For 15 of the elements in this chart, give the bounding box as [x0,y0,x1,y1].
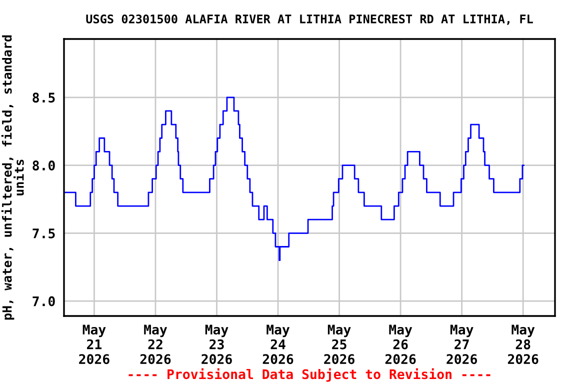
x-tick-label: May 26 2026 [385,324,416,364]
x-tick-label: May 21 2026 [79,324,110,364]
y-tick-label: 8.5 [32,92,55,103]
x-tick-label: May 22 2026 [140,324,171,364]
x-tick-label: May 28 2026 [508,324,538,364]
y-tick-label: 7.0 [32,296,55,306]
chart-title: USGS 02301500 ALAFIA RIVER AT LITHIA PINECREST RD AT LITHIA, FL [86,14,533,25]
y-tick-label: 7.5 [32,228,55,238]
x-tick-label: May 25 2026 [324,324,354,364]
text: ---- Provisional Data Subject to Revision ---- [128,368,490,382]
x-tick-label: May 27 2026 [446,324,477,364]
y-axis-title: pH, water, unfiltered, field, standard units [1,35,24,320]
y-tick-label: 8.0 [32,160,55,170]
x-tick-label: May 23 2026 [202,324,232,364]
x-tick-label: May 24 2026 [262,324,294,364]
